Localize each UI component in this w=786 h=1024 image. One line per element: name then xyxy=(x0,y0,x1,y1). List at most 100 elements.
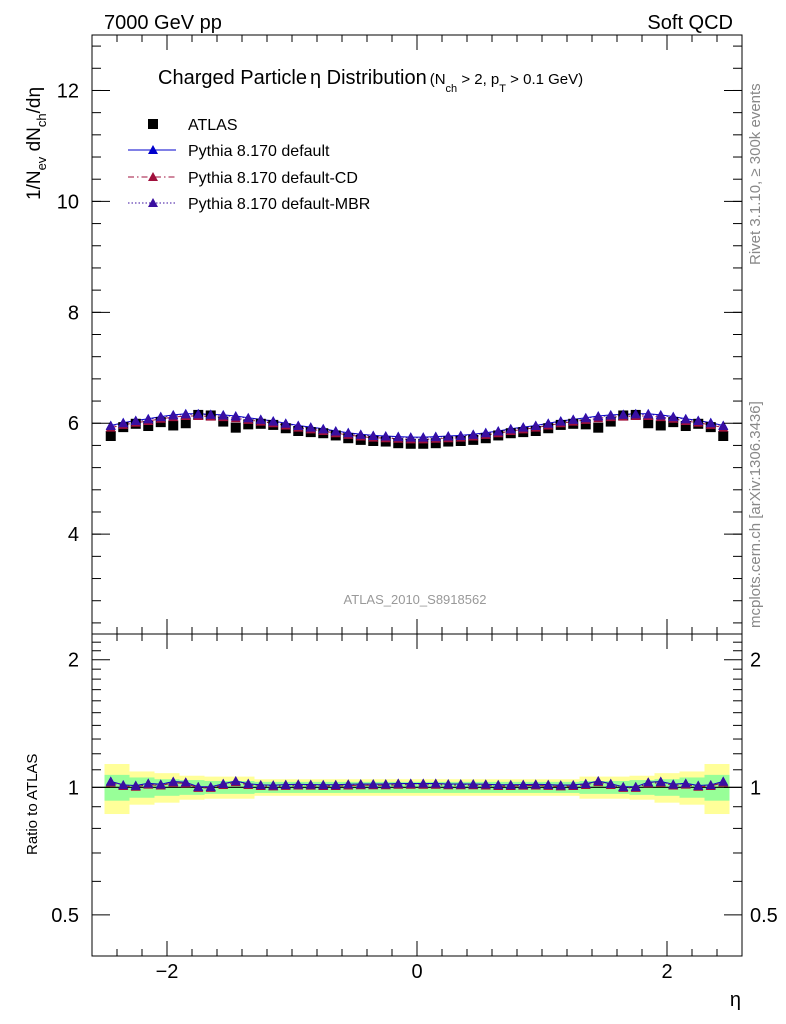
legend-marker-triangle xyxy=(148,172,158,181)
model-point-s3 xyxy=(655,410,666,420)
legend-marker-triangle xyxy=(148,198,158,207)
ratio-y-tick-label-right: 2 xyxy=(750,650,761,672)
ratio-point-s3 xyxy=(568,780,579,790)
title-cond-ch: ch xyxy=(446,83,458,95)
model-point-s3 xyxy=(630,409,641,419)
ratio-point-s3 xyxy=(268,780,279,790)
ratio-point-s3 xyxy=(255,780,266,790)
rivet-label: Rivet 3.1.10, ≥ 300k events xyxy=(747,83,764,265)
main-axes: 4 6 8 10 12 xyxy=(57,35,742,634)
ratio-point-s3 xyxy=(393,778,404,788)
ratio-point-s3 xyxy=(605,779,616,789)
ratio-point-s3 xyxy=(168,776,179,786)
ratio-point-s3 xyxy=(418,778,429,788)
ratio-point-s3 xyxy=(680,778,691,788)
atlas-point xyxy=(580,419,591,430)
model-point-s3 xyxy=(168,410,179,420)
ylabel-p3: /dη xyxy=(24,87,45,113)
ratio-point-s3 xyxy=(143,778,154,788)
model-point-s3 xyxy=(243,413,254,423)
ratio-y-tick-label-left: 0.5 xyxy=(51,905,79,927)
model-point-s3 xyxy=(668,412,679,422)
model-point-s3 xyxy=(493,426,504,436)
model-point-s3 xyxy=(305,422,316,432)
atlas-point xyxy=(218,416,229,427)
ratio-point-s3 xyxy=(205,781,216,791)
model-point-s3 xyxy=(118,418,129,428)
model-point-s3 xyxy=(605,410,616,420)
atlas-point xyxy=(230,422,241,433)
main-y-axis-label: 1/Nev dNch/dη xyxy=(24,87,49,200)
x-axis-label: η xyxy=(730,989,741,1011)
ratio-point-s3 xyxy=(443,779,454,789)
ratio-point-s3 xyxy=(543,779,554,789)
main-y-tick-label: 8 xyxy=(68,302,79,324)
ratio-point-s3 xyxy=(293,779,304,789)
ratio-point-s3 xyxy=(480,779,491,789)
ratio-point-s3 xyxy=(118,780,129,790)
ratio-point-s3 xyxy=(380,779,391,789)
ratio-point-s3 xyxy=(305,779,316,789)
model-point-s3 xyxy=(218,410,229,420)
main-y-tick-label: 12 xyxy=(57,80,79,102)
legend-label: Pythia 8.170 default-CD xyxy=(188,170,358,187)
ratio-point-s3 xyxy=(518,779,529,789)
legend-label: ATLAS xyxy=(188,117,238,134)
model-point-s3 xyxy=(130,416,141,426)
ratio-data-marks xyxy=(92,775,742,792)
ylabel-p2: dN xyxy=(24,127,45,157)
ratio-y-tick-label-right: 0.5 xyxy=(750,905,778,927)
model-point-s3 xyxy=(105,421,116,431)
model-point-s3 xyxy=(593,411,604,421)
ratio-axes: −2 0 2 0.5 0.5 1 1 2 2 xyxy=(51,634,778,983)
ratio-y-tick-label-left: 1 xyxy=(68,777,79,799)
ylabel-p1: 1/N xyxy=(24,170,45,200)
model-point-s3 xyxy=(543,418,554,428)
ratio-point-s3 xyxy=(468,779,479,789)
mcplots-label: mcplots.cern.ch [arXiv:1306.3436] xyxy=(747,401,764,628)
atlas-point xyxy=(168,420,179,431)
main-y-tick-label: 4 xyxy=(68,524,79,546)
atlas-point xyxy=(180,418,191,429)
atlas-point xyxy=(655,420,666,431)
ratio-point-s3 xyxy=(643,777,654,787)
model-point-s3 xyxy=(643,409,654,419)
x-tick-label: 2 xyxy=(661,961,672,983)
atlas-point xyxy=(405,438,416,449)
main-panel: 4 6 8 10 12 xyxy=(57,34,743,635)
ratio-point-s3 xyxy=(718,776,729,786)
model-point-s3 xyxy=(405,432,416,442)
ratio-point-s3 xyxy=(580,779,591,789)
ratio-point-s3 xyxy=(243,779,254,789)
ratio-point-s3 xyxy=(493,780,504,790)
atlas-point xyxy=(605,416,616,427)
legend-item: Pythia 8.170 default xyxy=(128,143,330,160)
atlas-point xyxy=(143,421,154,432)
model-point-s3 xyxy=(268,416,279,426)
ratio-point-s3 xyxy=(705,780,716,790)
model-point-s3 xyxy=(480,428,491,438)
model-point-s3 xyxy=(143,414,154,424)
ratio-point-s3 xyxy=(455,779,466,789)
header-right: Soft QCD xyxy=(647,12,733,34)
ratio-point-s3 xyxy=(430,778,441,788)
ratio-point-s3 xyxy=(530,779,541,789)
model-point-s3 xyxy=(693,416,704,426)
x-tick-label: 0 xyxy=(411,961,422,983)
x-tick-label: −2 xyxy=(156,961,179,983)
model-point-s3 xyxy=(393,432,404,442)
model-point-s3 xyxy=(193,409,204,419)
model-point-s3 xyxy=(180,409,191,419)
ylabel-s1: ev xyxy=(34,156,49,170)
legend-item: ATLAS xyxy=(148,117,238,134)
model-point-s3 xyxy=(255,414,266,424)
model-point-s3 xyxy=(580,413,591,423)
model-point-s3 xyxy=(155,412,166,422)
model-point-s3 xyxy=(618,409,629,419)
model-point-s3 xyxy=(468,429,479,439)
model-point-s3 xyxy=(343,428,354,438)
ratio-point-s3 xyxy=(155,779,166,789)
atlas-point xyxy=(593,422,604,433)
title-cond-close: > 0.1 GeV) xyxy=(506,71,583,88)
